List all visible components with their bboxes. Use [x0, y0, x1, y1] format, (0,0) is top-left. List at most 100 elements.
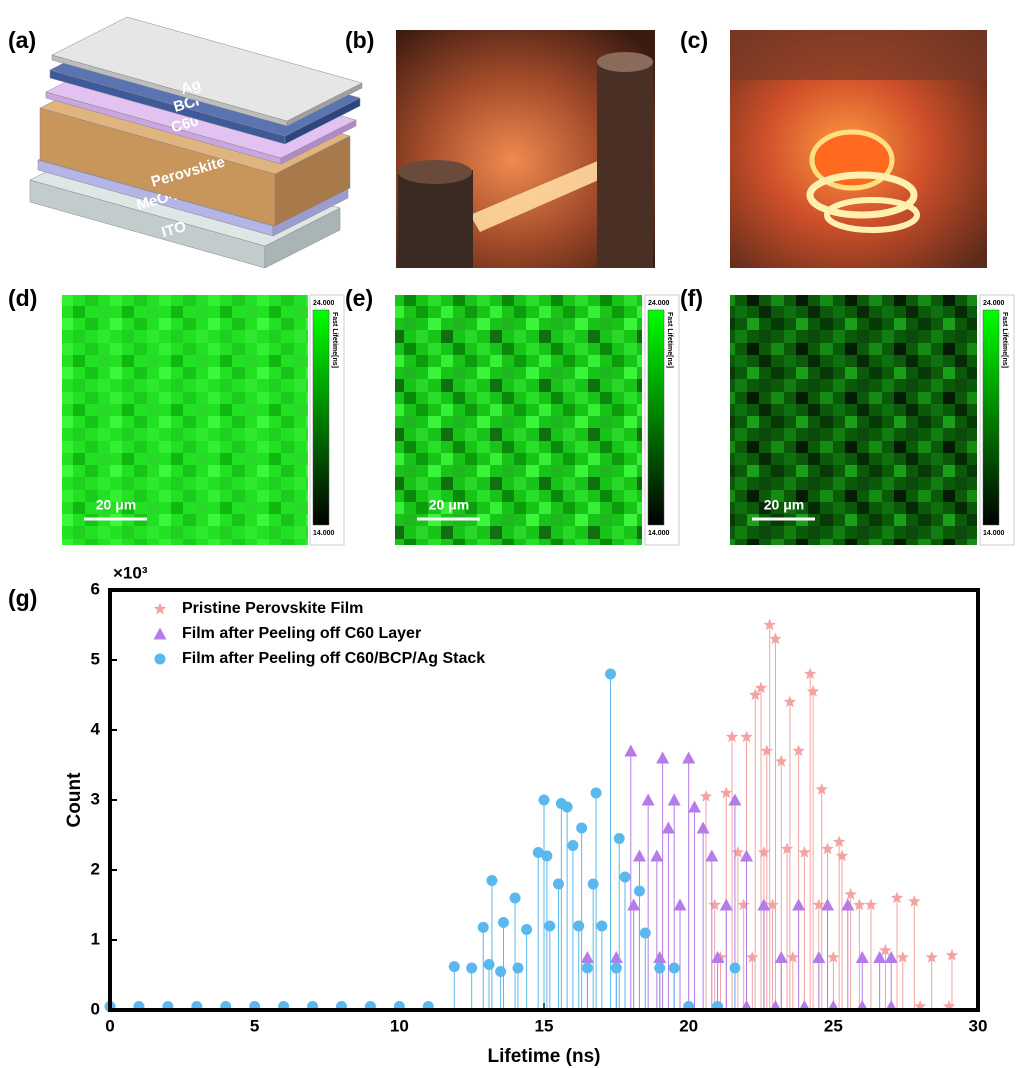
marker: [544, 921, 555, 932]
marker: [614, 833, 625, 844]
colorbar-max: 24.000: [313, 300, 335, 307]
marker: [567, 840, 578, 851]
colorbar-max: 24.000: [983, 300, 1005, 307]
y-axis-label: Count: [64, 772, 85, 828]
marker: [654, 963, 665, 974]
marker: [591, 788, 602, 799]
roller: [398, 170, 473, 268]
marker: [792, 899, 805, 911]
panel-label: (c): [680, 27, 708, 53]
marker: [498, 917, 509, 928]
scale-bar-label: 20 μm: [764, 497, 804, 513]
marker: [673, 899, 686, 911]
roller: [597, 60, 653, 268]
x-tick-label: 15: [535, 1016, 554, 1035]
marker: [449, 961, 460, 972]
marker: [856, 951, 869, 963]
marker: [620, 872, 631, 883]
marker: [627, 899, 640, 911]
x-tick-label: 30: [969, 1016, 988, 1035]
x-tick-label: 5: [250, 1016, 259, 1035]
x-tick-label: 10: [390, 1016, 409, 1035]
marker: [510, 893, 521, 904]
y-tick-label: 0: [91, 999, 100, 1018]
marker: [521, 924, 532, 935]
colorbar-min: 14.000: [983, 530, 1005, 537]
colorbar-title: Fast Lifetime[ns]: [331, 312, 338, 368]
legend-marker: [154, 603, 166, 615]
colorbar: [983, 310, 999, 525]
legend-label: Pristine Perovskite Film: [182, 600, 363, 617]
roller-top: [597, 52, 653, 72]
x-tick-label: 25: [824, 1016, 843, 1035]
panel-label: (g): [8, 585, 37, 611]
marker: [624, 745, 637, 757]
marker: [605, 669, 616, 680]
marker: [653, 951, 666, 963]
marker: [688, 801, 701, 813]
marker: [573, 921, 584, 932]
scale-bar-label: 20 μm: [429, 497, 469, 513]
y-tick-label: 2: [91, 859, 100, 878]
marker: [633, 850, 646, 862]
marker: [697, 822, 710, 834]
x-tick-label: 0: [105, 1016, 114, 1035]
marker: [841, 899, 854, 911]
marker: [775, 951, 788, 963]
marker: [486, 875, 497, 886]
marker: [634, 886, 645, 897]
shade: [730, 30, 987, 80]
marker: [650, 850, 663, 862]
legend-marker: [155, 654, 166, 665]
scale-bar-label: 20 μm: [96, 497, 136, 513]
marker: [576, 823, 587, 834]
figure: (a)(b)(c)(d)(e)(f)(g)ITOMeO-2PACzPerovsk…: [0, 0, 1020, 1068]
legend-label: Film after Peeling off C60/BCP/Ag Stack: [182, 650, 485, 667]
marker: [668, 794, 681, 806]
marker: [588, 879, 599, 890]
y-tick-label: 4: [91, 719, 101, 738]
marker: [812, 951, 825, 963]
marker: [478, 922, 489, 933]
marker: [553, 879, 564, 890]
marker: [656, 752, 669, 764]
x-tick-label: 20: [679, 1016, 698, 1035]
y-multiplier: ×10³: [113, 563, 148, 582]
marker: [611, 963, 622, 974]
marker: [705, 850, 718, 862]
marker: [539, 795, 550, 806]
legend-marker: [154, 628, 167, 640]
marker: [662, 822, 675, 834]
marker: [512, 963, 523, 974]
colorbar-title: Fast Lifetime[ns]: [666, 312, 673, 368]
legend-label: Film after Peeling off C60 Layer: [182, 625, 421, 642]
marker: [495, 966, 506, 977]
marker: [640, 928, 651, 939]
x-axis-label: Lifetime (ns): [488, 1046, 601, 1067]
marker: [582, 963, 593, 974]
panel-label: (d): [8, 285, 37, 311]
marker: [610, 951, 623, 963]
y-tick-label: 6: [91, 579, 100, 598]
panel-label: (a): [8, 27, 36, 53]
colorbar: [648, 310, 664, 525]
y-tick-label: 1: [91, 929, 100, 948]
marker: [596, 921, 607, 932]
roller-top: [398, 160, 472, 184]
colorbar-min: 14.000: [313, 530, 335, 537]
colorbar: [313, 310, 329, 525]
marker: [562, 802, 573, 813]
colorbar-min: 14.000: [648, 530, 670, 537]
y-tick-label: 3: [91, 789, 100, 808]
colorbar-title: Fast Lifetime[ns]: [1001, 312, 1008, 368]
marker: [720, 899, 733, 911]
marker: [682, 752, 695, 764]
marker: [728, 794, 741, 806]
marker: [484, 959, 495, 970]
marker: [466, 963, 477, 974]
marker: [581, 951, 594, 963]
marker: [669, 963, 680, 974]
panel-label: (e): [345, 285, 373, 311]
panel-label: (f): [680, 285, 703, 311]
marker: [642, 794, 655, 806]
